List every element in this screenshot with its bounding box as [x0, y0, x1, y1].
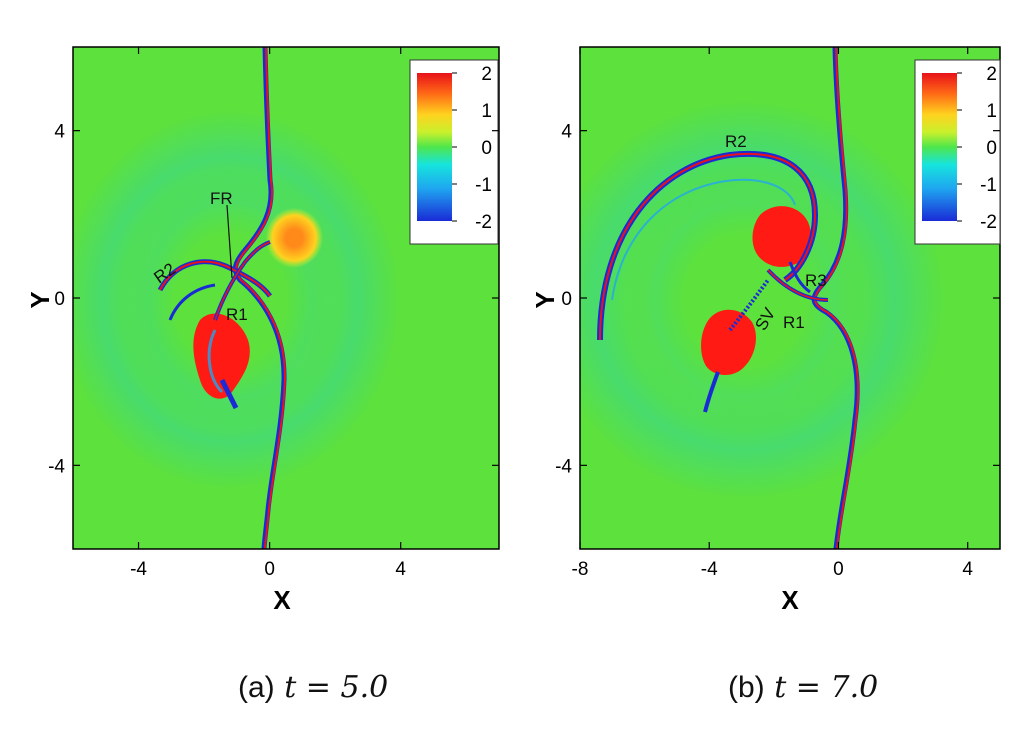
shock-r1-b [766, 261, 829, 302]
panel-b: 210-1-2 R2 R3 SV R1 -8 -4 0 440-4 X Y [530, 46, 1001, 615]
colorbar-tick-label: 2 [986, 64, 997, 85]
colorbar-tick-label: 2 [481, 64, 492, 85]
annotation-r3: R3 [805, 271, 827, 290]
colorbar-tick-label: -2 [475, 212, 492, 233]
vortex-blob-upper-a [265, 207, 324, 269]
axes-b: -8 -4 0 4 4 0 -4 [555, 47, 1000, 580]
x-tick-label: 4 [395, 559, 406, 580]
caption-b-label: (b) [728, 671, 765, 704]
field-a [73, 47, 400, 549]
annotation-r1-a: R1 [226, 305, 248, 324]
annotation-fr: FR [210, 189, 233, 208]
colorbar-ramp-b [922, 73, 957, 221]
colorbar-a: 2 1 0 -1 -2 [409, 59, 499, 245]
x-tick-label: -4 [701, 559, 718, 580]
colorbar-ticks-a: 2 1 0 -1 -2 [452, 64, 492, 233]
panel-a: 210-1-2 FR R2 R1 -4 0 440-4 X Y [25, 46, 500, 615]
x-tick-label: 4 [962, 559, 973, 580]
vortex-blue-edge-a [207, 329, 224, 394]
y-tick-label: 4 [54, 122, 65, 143]
annotation-r2-b: R2 [725, 132, 747, 151]
x-tick-label: -8 [572, 559, 589, 580]
colorbar-tick-label: 1 [986, 101, 997, 122]
vortex-blob-lower-b [701, 309, 756, 375]
x-tick-label: 0 [264, 559, 275, 580]
x-tick-label: -4 [130, 559, 147, 580]
x-axis-label-a: X [273, 585, 291, 615]
vortex-tail-b [703, 371, 720, 413]
y-axis-label-b: Y [530, 291, 560, 308]
shock-front-a [232, 47, 287, 549]
colorbar-ramp-a [417, 73, 452, 221]
colorbar-b: 2 1 0 -1 -2 [914, 59, 1001, 245]
slip-vortex-sv [728, 278, 770, 332]
y-tick-label: 0 [561, 289, 572, 310]
shock-r1-a [213, 240, 271, 321]
y-axis-label-a: Y [25, 291, 55, 308]
colorbar-tick-label: 1 [481, 101, 492, 122]
caption-a-label: (a) [238, 671, 275, 704]
colorbar-tick-label: -1 [980, 175, 997, 196]
y-tick-label: 4 [561, 122, 572, 143]
caption-b-math: t = 7.0 [774, 670, 879, 705]
y-tick-label: 0 [54, 289, 65, 310]
axes-a: -4 0 4 4 0 -4 [48, 47, 499, 580]
vortex-blob-upper-b [752, 206, 812, 267]
caption-a-math: t = 5.0 [284, 670, 389, 705]
colorbar-tick-label: 0 [481, 138, 492, 159]
colorbar-tick-label: 0 [986, 138, 997, 159]
vortex-blob-lower-a [193, 313, 250, 399]
shock-front-b [811, 47, 860, 549]
colorbar-tick-label: -1 [475, 175, 492, 196]
field-b [580, 47, 945, 549]
x-tick-label: 0 [833, 559, 844, 580]
shock-r2-a [157, 259, 273, 321]
caption-a: (a) t = 5.0 [238, 670, 388, 705]
y-tick-label: -4 [48, 456, 65, 477]
annotation-r1-b: R1 [783, 313, 805, 332]
caption-b: (b) t = 7.0 [728, 670, 878, 705]
colorbar-tick-label: -2 [980, 212, 997, 233]
vortex-tail-a [219, 378, 239, 410]
x-axis-label-b: X [781, 585, 799, 615]
colorbar-ticks-b: 2 1 0 -1 -2 [957, 64, 997, 233]
shock-r2-b [597, 150, 819, 341]
y-tick-label: -4 [555, 456, 572, 477]
fr-leader-line [226, 204, 233, 279]
